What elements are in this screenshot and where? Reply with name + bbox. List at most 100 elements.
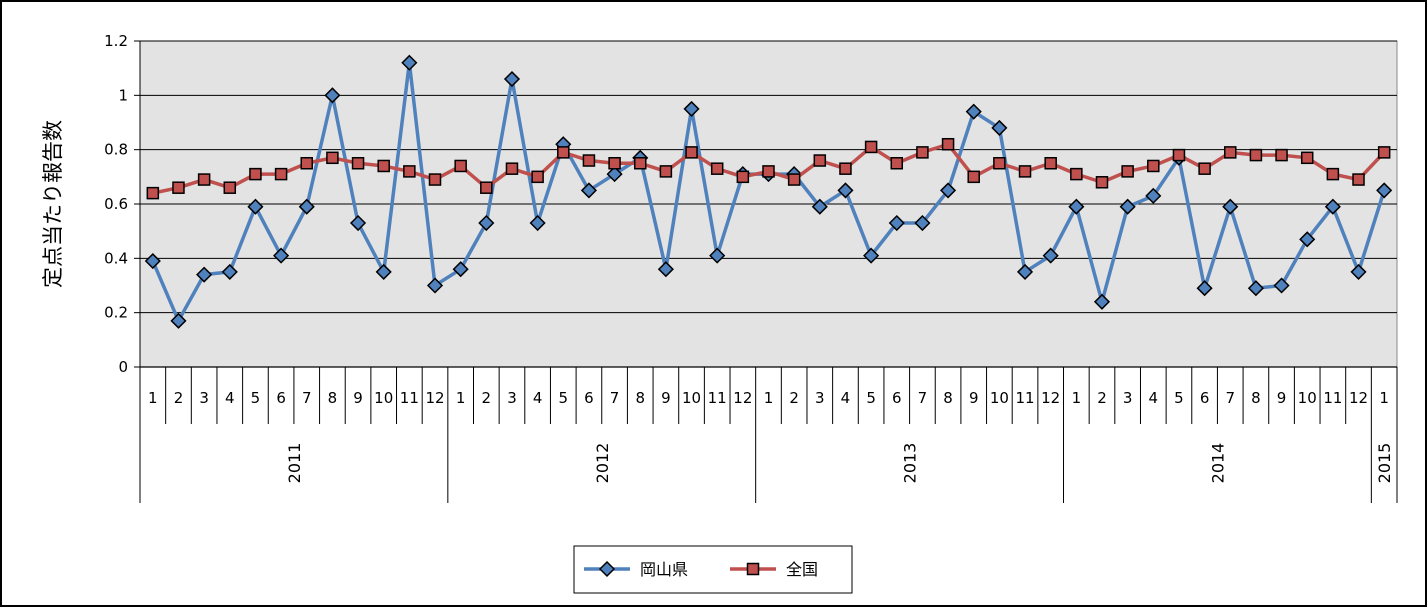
data-point-diamond <box>1093 293 1111 310</box>
data-point-diamond <box>1196 280 1213 297</box>
data-point-square <box>428 173 442 186</box>
legend-label-2: 全国 <box>786 560 818 579</box>
data-point-square <box>608 157 621 170</box>
data-point-diamond <box>1350 263 1367 280</box>
month-tick-label: 2 <box>789 389 799 407</box>
data-point-diamond <box>1119 198 1136 215</box>
month-tick-label: 12 <box>425 389 444 407</box>
data-point-square <box>454 159 467 173</box>
data-point-diamond <box>1042 247 1059 264</box>
month-tick-label: 5 <box>866 389 876 407</box>
month-tick-label: 9 <box>969 389 979 407</box>
data-point-diamond <box>914 214 931 232</box>
month-tick-label: 7 <box>302 389 312 407</box>
data-point-square <box>1018 165 1032 178</box>
month-tick-label: 2 <box>174 389 184 407</box>
data-point-diamond <box>1222 198 1239 215</box>
month-tick-label: 7 <box>918 389 928 407</box>
month-tick-label: 11 <box>1323 389 1342 407</box>
month-tick-label: 10 <box>990 389 1009 407</box>
month-tick-label: 2 <box>482 389 492 407</box>
month-tick-label: 1 <box>148 389 158 407</box>
data-point-diamond <box>1376 182 1393 199</box>
data-point-square <box>762 165 775 178</box>
data-point-square <box>557 146 570 159</box>
data-point-square <box>531 170 544 184</box>
series-layer <box>144 54 1393 329</box>
data-point-diamond <box>683 100 700 117</box>
data-point-diamond <box>863 247 880 264</box>
year-tick-label: 2014 <box>1208 443 1227 484</box>
data-point-square <box>1147 159 1160 173</box>
y-axis-label: 定点当たり報告数 <box>41 120 65 288</box>
data-point-square <box>326 151 339 165</box>
data-point-diamond <box>940 182 957 199</box>
data-point-diamond <box>170 312 187 329</box>
data-point-square <box>1121 165 1134 178</box>
data-point-diamond <box>503 70 521 88</box>
data-point-diamond <box>1068 198 1085 215</box>
data-point-square <box>146 186 160 200</box>
data-point-square <box>1300 151 1314 165</box>
data-point-diamond <box>298 198 315 215</box>
month-tick-label: 5 <box>251 389 261 407</box>
month-tick-label: 12 <box>733 389 752 407</box>
data-point-diamond <box>273 247 290 264</box>
legend-label-1: 岡山県 <box>640 560 688 579</box>
month-tick-label: 11 <box>1015 389 1034 407</box>
data-point-square <box>967 170 980 184</box>
month-tick-label: 8 <box>943 389 953 407</box>
data-point-square <box>1352 173 1365 186</box>
data-point-square <box>685 146 698 159</box>
data-point-diamond <box>991 119 1008 136</box>
data-point-square <box>249 167 262 181</box>
month-tick-label: 9 <box>661 389 671 407</box>
month-tick-label: 8 <box>1251 389 1261 407</box>
month-tick-label: 7 <box>610 389 620 407</box>
month-tick-label: 5 <box>559 389 569 407</box>
data-point-square <box>1275 148 1288 162</box>
data-point-square <box>1198 162 1211 175</box>
year-tick-label: 2011 <box>285 443 304 484</box>
data-point-diamond <box>811 198 828 215</box>
data-point-diamond <box>196 266 213 283</box>
data-point-square <box>1249 148 1263 162</box>
data-point-square <box>864 140 878 154</box>
data-point-diamond <box>324 87 341 104</box>
data-point-diamond <box>1299 231 1316 248</box>
month-tick-label: 6 <box>584 389 594 407</box>
data-point-square <box>993 157 1006 170</box>
data-point-square <box>787 173 801 186</box>
data-point-square <box>710 162 724 175</box>
data-point-diamond <box>401 54 418 71</box>
y-tick-label: 0.4 <box>104 249 128 267</box>
data-point-square <box>633 157 647 170</box>
data-point-square <box>1172 148 1186 162</box>
data-point-diamond <box>426 277 444 294</box>
year-tick-label: 2015 <box>1375 443 1394 484</box>
data-point-diamond <box>580 182 597 199</box>
month-tick-label: 11 <box>400 389 419 407</box>
month-tick-label: 1 <box>1379 389 1389 407</box>
month-tick-label: 12 <box>1349 389 1368 407</box>
data-point-square <box>403 165 416 178</box>
month-tick-label: 6 <box>1200 389 1210 407</box>
month-tick-label: 9 <box>353 389 363 407</box>
axes: 00.20.40.60.811.21 2 3 4 5 6 7 8 9 10 11 12 1 2 3 4 5 6 7 8… <box>104 32 1398 503</box>
y-tick-label: 0 <box>118 358 128 376</box>
data-point-square <box>839 162 852 175</box>
data-point-diamond <box>888 214 905 232</box>
month-tick-label: 4 <box>841 389 851 407</box>
data-point-diamond <box>247 198 264 215</box>
data-point-diamond <box>709 247 726 264</box>
data-point-square <box>1377 146 1391 159</box>
month-tick-label: 1 <box>1072 389 1082 407</box>
data-point-square <box>659 165 673 178</box>
month-tick-label: 4 <box>533 389 543 407</box>
data-point-diamond <box>144 252 161 270</box>
legend: 岡山県 全国 <box>573 545 853 594</box>
data-point-diamond <box>452 261 469 278</box>
month-tick-label: 6 <box>892 389 902 407</box>
month-tick-label: 1 <box>456 389 466 407</box>
